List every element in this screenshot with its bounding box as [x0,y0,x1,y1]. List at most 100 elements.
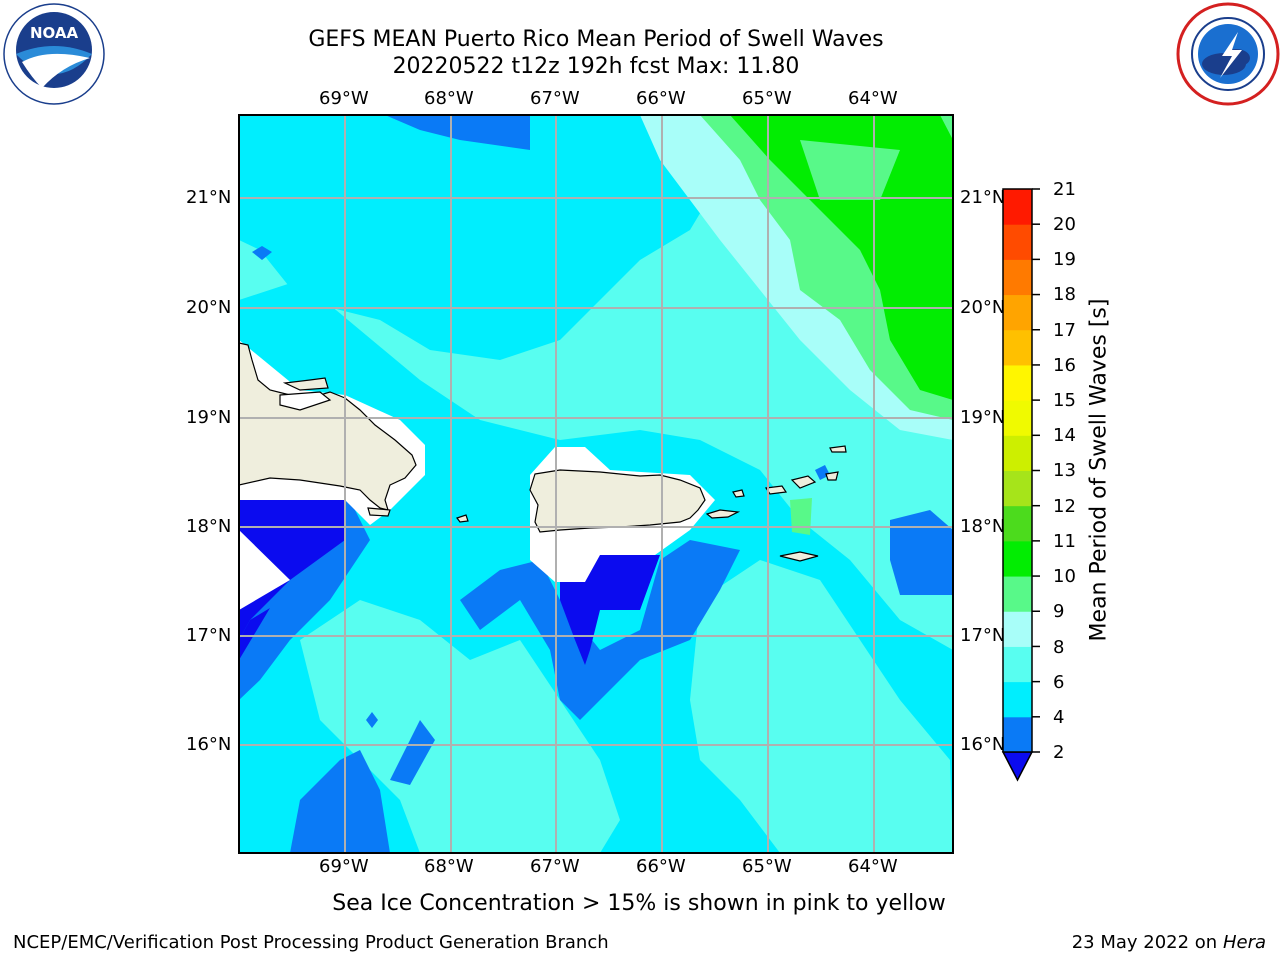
colorbar-tick-label: 13 [1053,460,1076,481]
colorbar-tick-label: 2 [1053,742,1065,763]
colorbar-tick-label: 18 [1053,284,1076,305]
lon-label-top: 69°W [319,88,369,109]
colorbar-segment [1003,716,1032,753]
colorbar-tick-label: 17 [1053,320,1076,341]
tortola-island [790,475,817,489]
lon-label-bottom: 69°W [319,856,369,877]
colorbar-segment [1003,576,1032,612]
lat-label-left: 21°N [186,187,232,208]
swell-band-2-4 [252,246,272,260]
colorbar-tick-label: 15 [1053,390,1076,411]
colorbar-segment [1003,189,1032,225]
colorbar-tick-label: 6 [1053,672,1065,693]
colorbar-tick-label: 16 [1053,355,1076,376]
colorbar-tick-label: 11 [1053,531,1076,552]
footer-date: 23 May 2022 on Hera [1072,932,1266,953]
lat-label-right: 16°N [960,734,1006,755]
swell-band-6-8 [300,600,620,853]
lat-label-right: 17°N [960,625,1006,646]
lon-label-top: 67°W [530,88,580,109]
nws-logo [1176,2,1280,106]
mona-island [456,514,469,523]
swell-band-2-4 [460,540,740,720]
colorbar-tick-label: 14 [1053,425,1076,446]
colorbar-tick-label: 19 [1053,249,1076,270]
colorbar-segment [1003,329,1032,366]
swell-band-2-4 [890,510,953,595]
swell-band-6-8 [690,560,953,853]
chart-subtitle: 20220522 t12z 192h fcst Max: 11.80 [392,54,800,79]
culebra-island [732,489,745,498]
map-gridlines [239,115,953,853]
swell-band-10-11 [730,115,953,400]
lon-label-top: 64°W [848,88,898,109]
map-field [239,115,953,853]
swell-band-4-6 [239,115,720,360]
swell-band-below-2 [239,500,345,640]
swell-band-below-2 [560,555,660,665]
colorbar-tick-label: 4 [1053,707,1065,728]
lon-label-bottom: 64°W [848,856,898,877]
lat-label-right: 19°N [960,407,1006,428]
footer-date-text: 23 May 2022 on [1071,932,1218,953]
st-croix-island [779,551,819,562]
swell-band-9-10 [790,498,812,535]
colorbar-segment [1003,646,1032,683]
colorbar [1001,188,1040,782]
swell-band-2-4 [290,750,390,853]
lon-label-top: 65°W [742,88,792,109]
colorbar-extension [1001,751,1034,782]
vieques-island [705,509,741,519]
lon-label-top: 66°W [636,88,686,109]
colorbar-tick-label: 9 [1053,601,1065,622]
virgin-gorda-island [825,471,839,481]
saona-island [367,507,391,517]
swell-band-2-4 [390,720,435,785]
colorbar-segment [1003,294,1032,331]
colorbar-segment [1003,259,1032,296]
swell-band-2-4 [366,712,378,728]
swell-band-below-2 [239,608,270,660]
footer-credit: NCEP/EMC/Verification Post Processing Pr… [13,932,609,953]
lat-label-left: 20°N [186,297,232,318]
colorbar-segment [1003,505,1032,542]
lat-label-right: 21°N [960,187,1006,208]
colorbar-segment [1003,435,1032,471]
colorbar-segment [1003,364,1032,401]
lon-label-top: 68°W [424,88,474,109]
lat-label-right: 18°N [960,516,1006,537]
lon-label-bottom: 65°W [742,856,792,877]
samana-peninsula [282,377,329,391]
colorbar-segment [1003,540,1032,577]
chart-title: GEFS MEAN Puerto Rico Mean Period of Swe… [308,27,884,52]
colorbar-tick-label: 21 [1053,179,1076,200]
samana-bay [279,391,332,411]
lon-label-bottom: 67°W [530,856,580,877]
colorbar-tick-label: 8 [1053,637,1065,658]
colorbar-title: Mean Period of Swell Waves [s] [1086,298,1112,642]
colorbar-segment [1003,681,1032,718]
map-frame [238,114,954,854]
svg-text:NOAA: NOAA [30,24,79,42]
colorbar-segment [1003,611,1032,647]
colorbar-tick-label: 20 [1053,214,1076,235]
lon-label-bottom: 66°W [636,856,686,877]
swell-band-2-4 [385,115,530,150]
lat-label-left: 17°N [186,625,232,646]
lat-label-right: 20°N [960,297,1006,318]
colorbar-segment [1003,224,1032,260]
footer-host: Hera [1222,932,1266,953]
masked-area [239,530,290,610]
lat-label-left: 16°N [186,734,232,755]
sea-ice-note: Sea Ice Concentration > 15% is shown in … [332,891,946,916]
colorbar-segment [1003,400,1032,436]
colorbar-tick-label: 10 [1053,566,1076,587]
hispaniola-land [239,342,417,511]
anegada-island [829,445,847,453]
lat-label-left: 18°N [186,516,232,537]
lon-label-bottom: 68°W [424,856,474,877]
colorbar-segment [1003,470,1032,507]
lat-label-left: 19°N [186,407,232,428]
noaa-logo: NOAA [3,3,105,105]
